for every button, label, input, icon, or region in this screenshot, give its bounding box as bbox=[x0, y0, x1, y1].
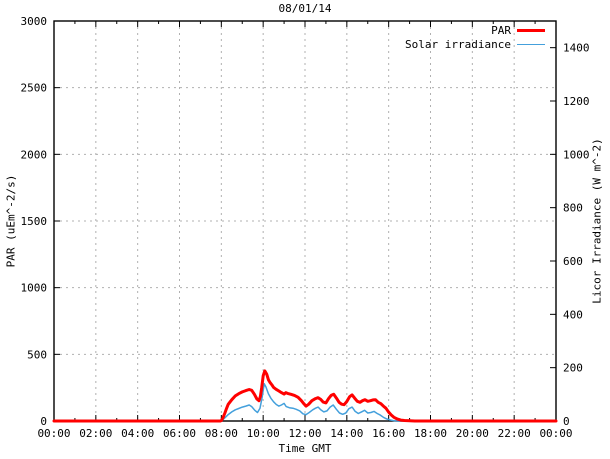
legend-item-par: PAR bbox=[405, 25, 545, 36]
svg-text:800: 800 bbox=[563, 202, 583, 215]
svg-text:0: 0 bbox=[40, 415, 47, 428]
svg-text:20:00: 20:00 bbox=[456, 427, 489, 440]
svg-text:3000: 3000 bbox=[21, 15, 48, 28]
svg-text:10:00: 10:00 bbox=[247, 427, 280, 440]
svg-text:02:00: 02:00 bbox=[79, 427, 112, 440]
legend-line-par bbox=[517, 29, 545, 32]
svg-text:200: 200 bbox=[563, 362, 583, 375]
svg-text:2500: 2500 bbox=[21, 82, 48, 95]
svg-text:08:00: 08:00 bbox=[205, 427, 238, 440]
svg-text:400: 400 bbox=[563, 308, 583, 321]
svg-text:1500: 1500 bbox=[21, 215, 48, 228]
chart-title: 08/01/14 bbox=[278, 2, 332, 15]
svg-text:04:00: 04:00 bbox=[121, 427, 154, 440]
svg-text:00:00: 00:00 bbox=[37, 427, 70, 440]
svg-text:12:00: 12:00 bbox=[288, 427, 321, 440]
legend: PAR Solar irradiance bbox=[405, 25, 545, 50]
svg-text:1200: 1200 bbox=[563, 95, 590, 108]
svg-text:500: 500 bbox=[27, 348, 47, 361]
legend-label-par: PAR bbox=[491, 24, 511, 37]
svg-text:16:00: 16:00 bbox=[372, 427, 405, 440]
svg-text:2000: 2000 bbox=[21, 148, 48, 161]
svg-text:1000: 1000 bbox=[563, 148, 590, 161]
legend-item-solar-irradiance: Solar irradiance bbox=[405, 39, 545, 50]
svg-text:14:00: 14:00 bbox=[330, 427, 363, 440]
legend-line-solar-irradiance bbox=[517, 43, 545, 46]
x-axis-label: Time GMT bbox=[278, 442, 332, 455]
svg-text:00:00: 00:00 bbox=[539, 427, 572, 440]
svg-text:18:00: 18:00 bbox=[414, 427, 447, 440]
svg-text:0: 0 bbox=[563, 415, 570, 428]
svg-text:600: 600 bbox=[563, 255, 583, 268]
svg-text:06:00: 06:00 bbox=[163, 427, 196, 440]
svg-text:22:00: 22:00 bbox=[498, 427, 531, 440]
svg-text:1400: 1400 bbox=[563, 42, 590, 55]
legend-label-solar-irradiance: Solar irradiance bbox=[405, 38, 511, 51]
svg-text:1000: 1000 bbox=[21, 282, 48, 295]
